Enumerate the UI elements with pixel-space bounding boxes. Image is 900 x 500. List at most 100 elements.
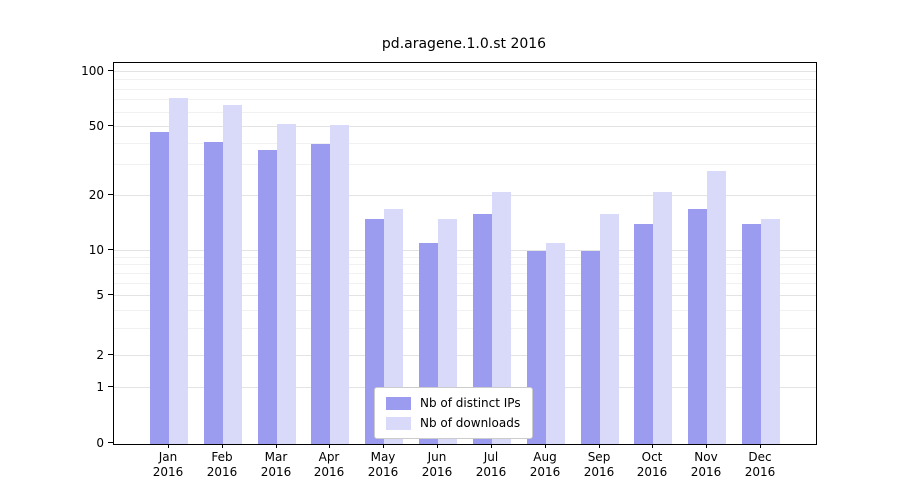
- gridline-minor: [114, 328, 816, 329]
- bar-apr-downloads: [330, 125, 349, 444]
- x-tick-year: 2016: [367, 465, 399, 479]
- bar-jan-downloads: [169, 98, 188, 444]
- x-tick-mark: [491, 444, 492, 448]
- y-tick-label: 5: [96, 288, 104, 302]
- gridline-minor: [114, 112, 816, 113]
- gridline-minor: [114, 273, 816, 274]
- x-tick-month: Feb: [211, 450, 233, 464]
- y-tick-label: 50: [88, 119, 104, 133]
- bar-nov-distinct-ips: [688, 209, 707, 444]
- x-tick-mark: [168, 444, 169, 448]
- gridline-major: [114, 126, 816, 127]
- x-tick-year: 2016: [421, 465, 453, 479]
- x-tick-label: Feb 2016: [190, 450, 254, 480]
- x-tick-label: Sep 2016: [567, 450, 631, 480]
- x-tick-mark: [706, 444, 707, 448]
- x-tick-mark: [652, 444, 653, 448]
- gridline-major: [114, 195, 816, 196]
- bar-jul-distinct-ips: [473, 214, 492, 444]
- legend: Nb of distinct IPs Nb of downloads: [374, 387, 533, 439]
- gridline-major: [114, 250, 816, 251]
- x-tick-month: Jan: [158, 450, 178, 464]
- y-tick-mark: [108, 354, 113, 355]
- x-tick-year: 2016: [690, 465, 722, 479]
- y-tick-label: 10: [88, 243, 104, 257]
- x-tick-year: 2016: [529, 465, 561, 479]
- plot-area: Nb of distinct IPs Nb of downloads: [113, 62, 817, 445]
- bar-apr-distinct-ips: [311, 144, 330, 444]
- y-tick-label: 20: [88, 188, 104, 202]
- x-tick-mark: [329, 444, 330, 448]
- x-tick-month: Apr: [318, 450, 340, 464]
- y-tick-mark: [108, 249, 113, 250]
- bar-jan-distinct-ips: [150, 132, 169, 444]
- bar-jul-downloads: [492, 192, 511, 444]
- gridline-minor: [114, 310, 816, 311]
- y-tick-label: 1: [96, 380, 104, 394]
- x-tick-mark: [599, 444, 600, 448]
- y-tick-mark: [108, 386, 113, 387]
- gridline-minor: [114, 89, 816, 90]
- x-tick-year: 2016: [206, 465, 238, 479]
- bar-sep-distinct-ips: [581, 251, 600, 444]
- legend-label: Nb of distinct IPs: [420, 396, 521, 410]
- bar-feb-distinct-ips: [204, 142, 223, 444]
- gridline-major: [114, 71, 816, 72]
- gridline-minor: [114, 257, 816, 258]
- x-tick-month: Mar: [264, 450, 288, 464]
- x-tick-mark: [222, 444, 223, 448]
- x-tick-year: 2016: [744, 465, 776, 479]
- y-tick-label: 2: [96, 348, 104, 362]
- legend-label: Nb of downloads: [420, 416, 521, 430]
- x-tick-year: 2016: [152, 465, 184, 479]
- x-tick-label: Jul 2016: [459, 450, 523, 480]
- legend-entry-distinct-ips: Nb of distinct IPs: [386, 396, 521, 410]
- gridline-minor: [114, 143, 816, 144]
- bar-oct-distinct-ips: [634, 224, 653, 444]
- x-tick-label: Nov 2016: [674, 450, 738, 480]
- x-tick-month: Nov: [694, 450, 718, 464]
- gridline-minor: [114, 99, 816, 100]
- bar-mar-distinct-ips: [258, 150, 277, 444]
- gridline-minor: [114, 283, 816, 284]
- bar-sep-downloads: [600, 214, 619, 444]
- x-tick-month: May: [370, 450, 396, 464]
- legend-swatch: [386, 396, 411, 410]
- gridline-minor: [114, 79, 816, 80]
- bar-nov-downloads: [707, 171, 726, 444]
- x-tick-year: 2016: [636, 465, 668, 479]
- y-tick-label: 100: [81, 64, 104, 78]
- x-tick-mark: [545, 444, 546, 448]
- x-tick-month: Jun: [427, 450, 447, 464]
- x-tick-month: Sep: [587, 450, 611, 464]
- chart-title: pd.aragene.1.0.st 2016: [381, 36, 547, 52]
- gridline-major: [114, 355, 816, 356]
- x-tick-label: Aug 2016: [513, 450, 577, 480]
- x-tick-month: Aug: [533, 450, 557, 464]
- gridline-major: [114, 295, 816, 296]
- bar-dec-distinct-ips: [742, 224, 761, 444]
- x-tick-label: May 2016: [351, 450, 415, 480]
- gridline-minor: [114, 164, 816, 165]
- y-tick-mark: [108, 442, 113, 443]
- x-tick-month: Dec: [748, 450, 772, 464]
- x-tick-year: 2016: [313, 465, 345, 479]
- y-tick-label: 0: [96, 436, 104, 450]
- x-tick-year: 2016: [475, 465, 507, 479]
- y-tick-mark: [108, 70, 113, 71]
- x-tick-year: 2016: [583, 465, 615, 479]
- x-tick-month: Oct: [641, 450, 663, 464]
- y-tick-mark: [108, 125, 113, 126]
- x-tick-mark: [760, 444, 761, 448]
- gridline-minor: [114, 264, 816, 265]
- x-tick-label: Jun 2016: [405, 450, 469, 480]
- x-tick-mark: [383, 444, 384, 448]
- y-tick-mark: [108, 194, 113, 195]
- x-tick-label: Apr 2016: [297, 450, 361, 480]
- x-tick-label: Oct 2016: [620, 450, 684, 480]
- bar-feb-downloads: [223, 105, 242, 444]
- x-tick-year: 2016: [260, 465, 292, 479]
- y-tick-mark: [108, 294, 113, 295]
- x-tick-label: Jan 2016: [136, 450, 200, 480]
